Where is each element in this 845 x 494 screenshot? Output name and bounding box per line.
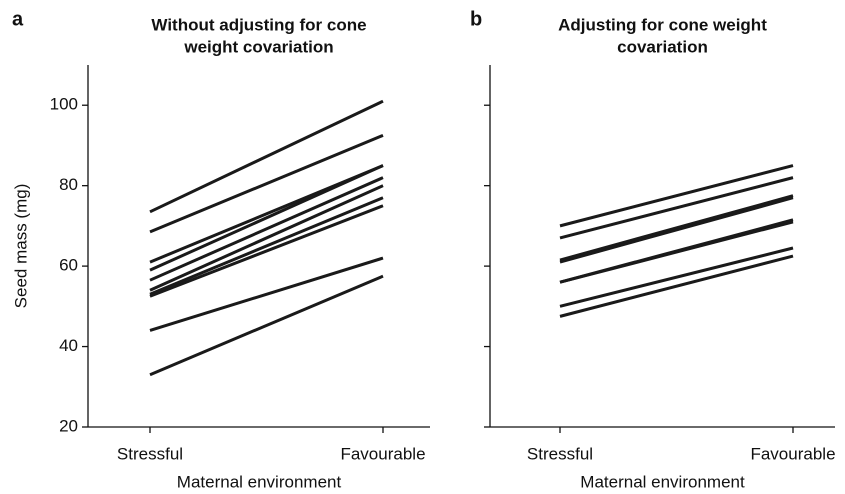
reaction-line <box>559 194 794 262</box>
reaction-line <box>559 176 794 240</box>
reaction-line <box>149 99 384 214</box>
chart-title: covariation <box>617 37 708 56</box>
panel-label: a <box>12 8 24 30</box>
reaction-line <box>149 184 384 292</box>
reaction-line <box>559 164 794 228</box>
y-axis-label: Seed mass (mg) <box>11 184 30 309</box>
reaction-line <box>149 196 384 296</box>
reaction-line <box>149 204 384 298</box>
reaction-line <box>559 220 794 284</box>
reaction-line <box>149 164 384 272</box>
reaction-line <box>559 254 794 318</box>
y-tick-label: 60 <box>59 256 78 275</box>
y-tick-label: 80 <box>59 175 78 194</box>
y-tick-label: 100 <box>50 95 78 114</box>
x-tick-label: Stressful <box>117 444 183 463</box>
reaction-line <box>149 176 384 282</box>
chart-title: weight covariation <box>183 37 333 56</box>
x-tick-label: Favourable <box>340 444 425 463</box>
chart-title: Without adjusting for cone <box>151 15 366 34</box>
reaction-line <box>149 256 384 332</box>
x-tick-label: Stressful <box>527 444 593 463</box>
x-axis-label: Maternal environment <box>580 472 745 491</box>
x-tick-label: Favourable <box>750 444 835 463</box>
reaction-line <box>559 246 794 308</box>
chart-title: Adjusting for cone weight <box>558 15 767 34</box>
y-tick-label: 40 <box>59 336 78 355</box>
x-axis-label: Maternal environment <box>177 472 342 491</box>
reaction-line <box>149 134 384 234</box>
panel-label: b <box>470 8 482 30</box>
y-tick-label: 20 <box>59 416 78 435</box>
reaction-line <box>559 196 794 264</box>
reaction-line <box>149 274 384 377</box>
